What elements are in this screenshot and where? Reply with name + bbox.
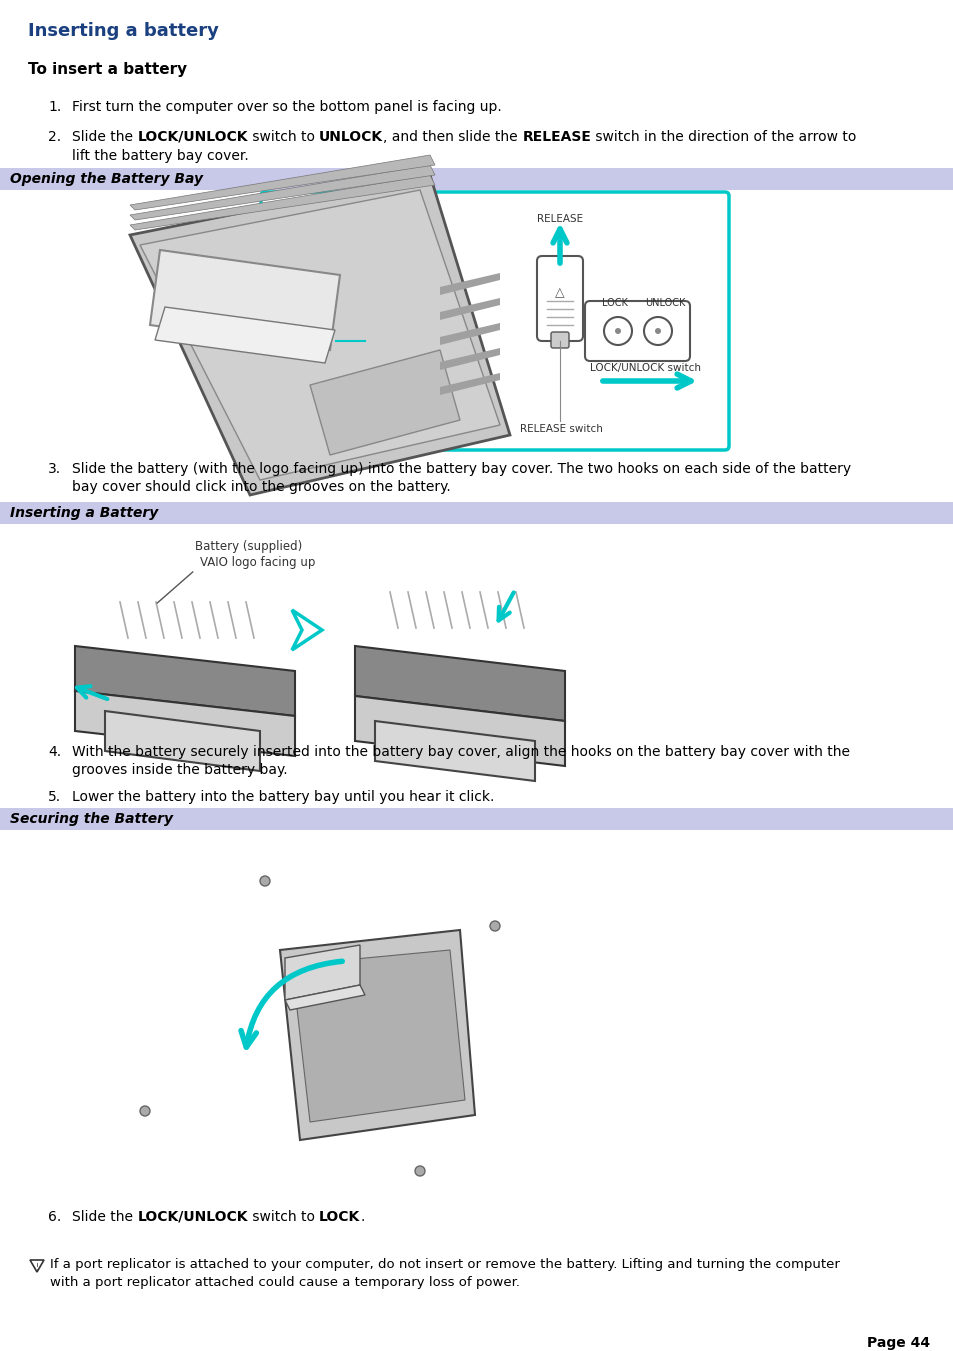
Text: .: . [360, 1210, 364, 1224]
Text: Securing the Battery: Securing the Battery [10, 812, 172, 825]
Polygon shape [439, 299, 499, 320]
Circle shape [615, 328, 620, 334]
Circle shape [140, 1106, 150, 1116]
Text: 3.: 3. [48, 462, 61, 476]
Polygon shape [285, 985, 365, 1011]
Text: Slide the: Slide the [71, 1210, 137, 1224]
Polygon shape [355, 646, 564, 721]
Polygon shape [130, 176, 510, 494]
Text: Inserting a Battery: Inserting a Battery [10, 507, 158, 520]
Text: RELEASE: RELEASE [537, 213, 582, 224]
Circle shape [439, 240, 450, 251]
Text: grooves inside the battery bay.: grooves inside the battery bay. [71, 763, 287, 777]
Polygon shape [310, 350, 459, 455]
Text: 6.: 6. [48, 1210, 61, 1224]
Text: lift the battery bay cover.: lift the battery bay cover. [71, 149, 249, 163]
Polygon shape [439, 323, 499, 345]
Polygon shape [150, 250, 339, 350]
FancyBboxPatch shape [584, 301, 689, 361]
Circle shape [490, 921, 499, 931]
Circle shape [260, 875, 270, 886]
Text: UNLOCK: UNLOCK [644, 299, 684, 308]
Text: !: ! [35, 1263, 38, 1273]
Bar [0, 808, 953, 830]
Polygon shape [130, 155, 435, 209]
Polygon shape [105, 711, 260, 771]
Text: With the battery securely inserted into the battery bay cover, align the hooks o: With the battery securely inserted into … [71, 744, 849, 759]
Text: First turn the computer over so the bottom panel is facing up.: First turn the computer over so the bott… [71, 100, 501, 113]
Polygon shape [130, 176, 435, 230]
Text: Battery (supplied): Battery (supplied) [194, 540, 302, 553]
Circle shape [655, 328, 660, 334]
Text: switch in the direction of the arrow to: switch in the direction of the arrow to [591, 130, 856, 145]
Circle shape [643, 317, 671, 345]
Text: switch to: switch to [248, 130, 319, 145]
FancyBboxPatch shape [537, 255, 582, 340]
Text: If a port replicator is attached to your computer, do not insert or remove the b: If a port replicator is attached to your… [50, 1258, 839, 1271]
Polygon shape [280, 929, 475, 1140]
Polygon shape [75, 646, 294, 716]
Text: UNLOCK: UNLOCK [319, 130, 383, 145]
Text: Lower the battery into the battery bay until you hear it click.: Lower the battery into the battery bay u… [71, 790, 494, 804]
Text: LOCK: LOCK [319, 1210, 360, 1224]
Text: To insert a battery: To insert a battery [28, 62, 187, 77]
Polygon shape [292, 611, 322, 650]
Text: Slide the battery (with the logo facing up) into the battery bay cover. The two : Slide the battery (with the logo facing … [71, 462, 850, 476]
Text: △: △ [555, 286, 564, 299]
Text: Page 44: Page 44 [866, 1336, 929, 1350]
Text: LOCK/UNLOCK: LOCK/UNLOCK [137, 1210, 248, 1224]
Polygon shape [439, 273, 499, 295]
Text: LOCK/UNLOCK: LOCK/UNLOCK [137, 130, 248, 145]
Text: VAIO logo facing up: VAIO logo facing up [200, 557, 315, 569]
Polygon shape [285, 944, 359, 1000]
Text: 1.: 1. [48, 100, 61, 113]
Polygon shape [439, 349, 499, 370]
Polygon shape [355, 696, 564, 766]
Text: Slide the: Slide the [71, 130, 137, 145]
FancyBboxPatch shape [551, 332, 568, 349]
Polygon shape [439, 373, 499, 394]
Polygon shape [75, 690, 294, 757]
Circle shape [603, 317, 631, 345]
Bar [0, 503, 953, 524]
Text: LOCK/UNLOCK switch: LOCK/UNLOCK switch [589, 363, 700, 373]
FancyBboxPatch shape [261, 192, 728, 450]
Text: with a port replicator attached could cause a temporary loss of power.: with a port replicator attached could ca… [50, 1275, 519, 1289]
Polygon shape [154, 307, 335, 363]
Polygon shape [140, 190, 499, 480]
Text: bay cover should click into the grooves on the battery.: bay cover should click into the grooves … [71, 480, 450, 494]
Polygon shape [292, 950, 464, 1121]
Text: Opening the Battery Bay: Opening the Battery Bay [10, 172, 203, 186]
Text: RELEASE switch: RELEASE switch [519, 424, 602, 434]
Text: 5.: 5. [48, 790, 61, 804]
Circle shape [415, 1166, 424, 1175]
Bar [0, 168, 953, 190]
Text: RELEASE: RELEASE [522, 130, 591, 145]
Text: LOCK: LOCK [601, 299, 627, 308]
Text: switch to: switch to [248, 1210, 319, 1224]
Text: 2.: 2. [48, 130, 61, 145]
Text: , and then slide the: , and then slide the [383, 130, 522, 145]
Text: 4.: 4. [48, 744, 61, 759]
Text: Inserting a battery: Inserting a battery [28, 22, 218, 41]
Circle shape [290, 226, 299, 236]
Polygon shape [130, 165, 435, 220]
Polygon shape [375, 721, 535, 781]
Polygon shape [30, 1260, 44, 1273]
